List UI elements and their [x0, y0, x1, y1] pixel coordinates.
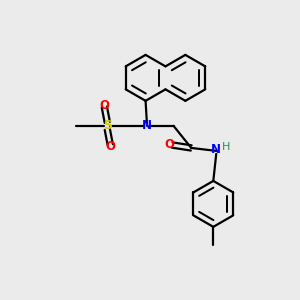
Text: N: N — [211, 143, 221, 156]
Text: O: O — [164, 139, 174, 152]
Text: S: S — [103, 119, 112, 132]
Text: H: H — [221, 142, 230, 152]
Text: O: O — [105, 140, 115, 153]
Text: N: N — [142, 119, 152, 132]
Text: O: O — [99, 99, 110, 112]
